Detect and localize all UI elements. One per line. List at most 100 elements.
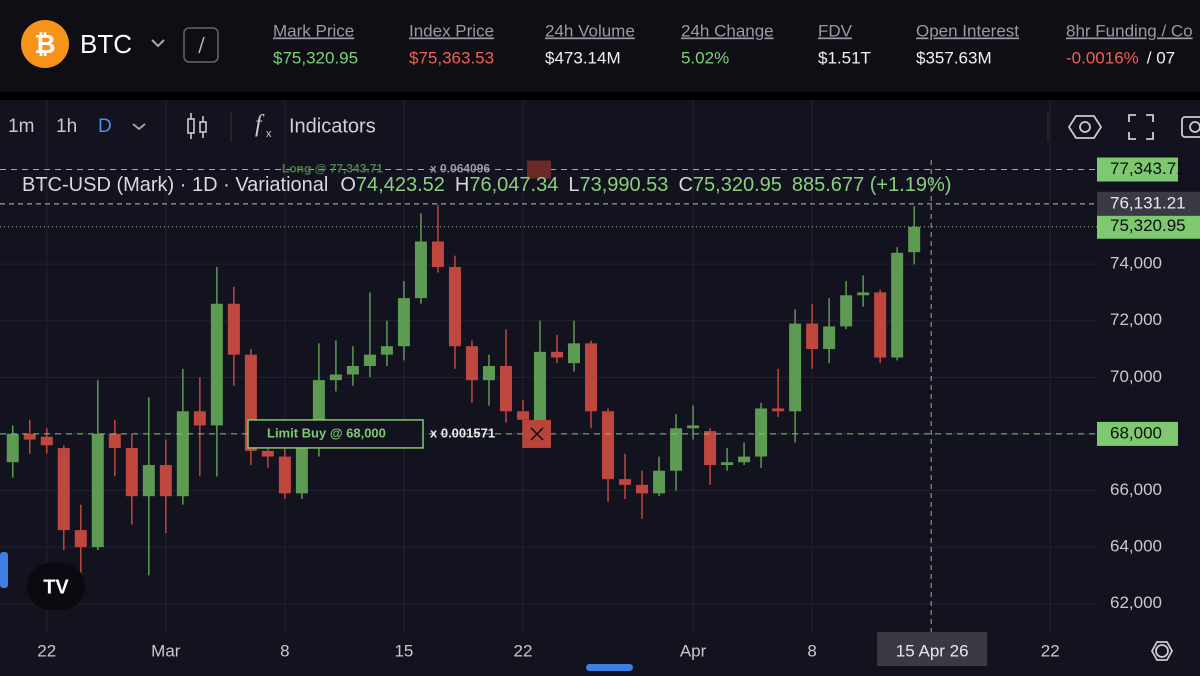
x-tick-label: Mar (151, 641, 181, 660)
y-tick-label: 70,000 (1110, 367, 1162, 386)
crosshair-date-tag (877, 632, 988, 666)
fx-icon[interactable]: f (255, 112, 265, 138)
tv-logo (27, 563, 85, 610)
price-tag (1097, 157, 1178, 182)
search-slash (198, 36, 205, 54)
symbol[interactable]: BTC (80, 29, 132, 59)
legend-key: H (455, 174, 469, 196)
candle-body (738, 456, 751, 463)
x-tick-label: 15 (394, 641, 413, 660)
legend-key: C (678, 174, 692, 196)
settings-icon[interactable] (1067, 115, 1103, 139)
candle-body (687, 425, 700, 429)
candle-body (91, 433, 104, 548)
legend-value: 74,423.52 (356, 174, 445, 196)
y-tick-label: 64,000 (1110, 537, 1162, 556)
chart-type-icon[interactable] (187, 113, 207, 139)
candle-body (193, 411, 206, 426)
candle-body (465, 346, 478, 381)
indicators-button[interactable]: Indicators (289, 115, 376, 137)
interval[interactable]: 1h (56, 116, 77, 137)
crosshair-date: 15 Apr 26 (896, 641, 969, 660)
legend-value: 73,990.53 (579, 174, 668, 196)
candle-body (278, 456, 291, 494)
candle-body (176, 411, 189, 497)
legend-key: O (340, 174, 356, 196)
candle-body (533, 351, 546, 434)
screenshot-icon[interactable] (1181, 116, 1200, 138)
candle-body (380, 346, 393, 355)
stat-value: 5.02% (681, 48, 729, 67)
candle-body (670, 428, 683, 471)
y-tick-label: 62,000 (1110, 593, 1162, 612)
candle-body (261, 450, 274, 457)
order-cancel[interactable] (527, 160, 551, 179)
candle-body (840, 295, 853, 327)
stat-value: $75,320.95 (273, 48, 358, 67)
x-tick-label: 8 (807, 641, 816, 660)
candle-body (40, 436, 53, 446)
candle-body (414, 241, 427, 299)
price-tag-label: 77,343.71 (1110, 159, 1186, 178)
x-tick-label: Apr (680, 641, 707, 660)
candle-body (806, 323, 819, 350)
candle-body (585, 343, 598, 412)
candle-body (857, 292, 870, 296)
legend-key: L (568, 174, 579, 196)
chart: 62,000 64,000 66,000 68,000 70,000 72,000 74,0… (0, 100, 1200, 666)
price-tag (1097, 214, 1200, 239)
candle-body (551, 351, 564, 358)
candle-body (516, 411, 529, 420)
axis-settings[interactable] (1155, 644, 1169, 658)
axis-settings-frame (1150, 641, 1174, 661)
stat-value: $357.63M (916, 48, 992, 67)
candle-body (397, 298, 410, 347)
candle-body (210, 303, 223, 426)
stat-extra: / 07 (1147, 48, 1175, 67)
order-box (247, 419, 424, 449)
candle-body (448, 266, 461, 347)
candle-body (721, 462, 734, 466)
order-cancel-x (530, 427, 544, 441)
header-bg (0, 0, 1200, 92)
symbol-chevron[interactable] (151, 39, 165, 48)
search-box[interactable] (183, 27, 219, 63)
fx-icon-x: x (266, 128, 272, 140)
legend-value: 76,047.34 (469, 174, 558, 196)
order-size: x 0.001571 (430, 425, 495, 440)
interval[interactable]: 1m (8, 116, 34, 137)
candle-body (619, 479, 632, 485)
candle-body (295, 439, 308, 494)
candle-body (431, 241, 444, 267)
candle-body (499, 366, 512, 412)
candle-body (891, 252, 904, 358)
order-label: Long @ 77,343.71 (282, 162, 383, 176)
candle-body (57, 448, 70, 531)
x-tick-label: 22 (1041, 641, 1060, 660)
stats: Mark Price $75,320.95 Index Price $75,363.5… (273, 21, 1193, 67)
x-tick-label: 8 (280, 641, 289, 660)
scrollbar[interactable] (586, 664, 633, 671)
price-tag-label: 68,000 (1110, 423, 1162, 442)
y-tick-label: 66,000 (1110, 480, 1162, 499)
candle-body (227, 303, 240, 355)
chart-legend: BTC-USD (Mark) · 1D · Variational O74,423… (22, 174, 951, 196)
candle-body (329, 374, 342, 381)
candle-body (23, 433, 36, 440)
stat-label: 8hr Funding / Co (1066, 21, 1193, 40)
stat-label: Mark Price (273, 21, 354, 40)
stat-value: $473.14M (545, 48, 621, 67)
interval-chevron[interactable] (132, 123, 146, 131)
fullscreen-icon[interactable] (1128, 114, 1154, 140)
candle-body (602, 411, 615, 480)
order-label: Limit Buy @ 68,000 (267, 425, 386, 440)
candle-body (125, 448, 138, 497)
candle-body (6, 433, 19, 463)
side-tab[interactable] (0, 552, 8, 588)
y-tick-label: 74,000 (1110, 254, 1162, 273)
candle-body (772, 408, 785, 412)
screenshot-icon-lens (1189, 121, 1200, 133)
candle-body (823, 326, 836, 350)
interval[interactable]: D (98, 116, 112, 137)
